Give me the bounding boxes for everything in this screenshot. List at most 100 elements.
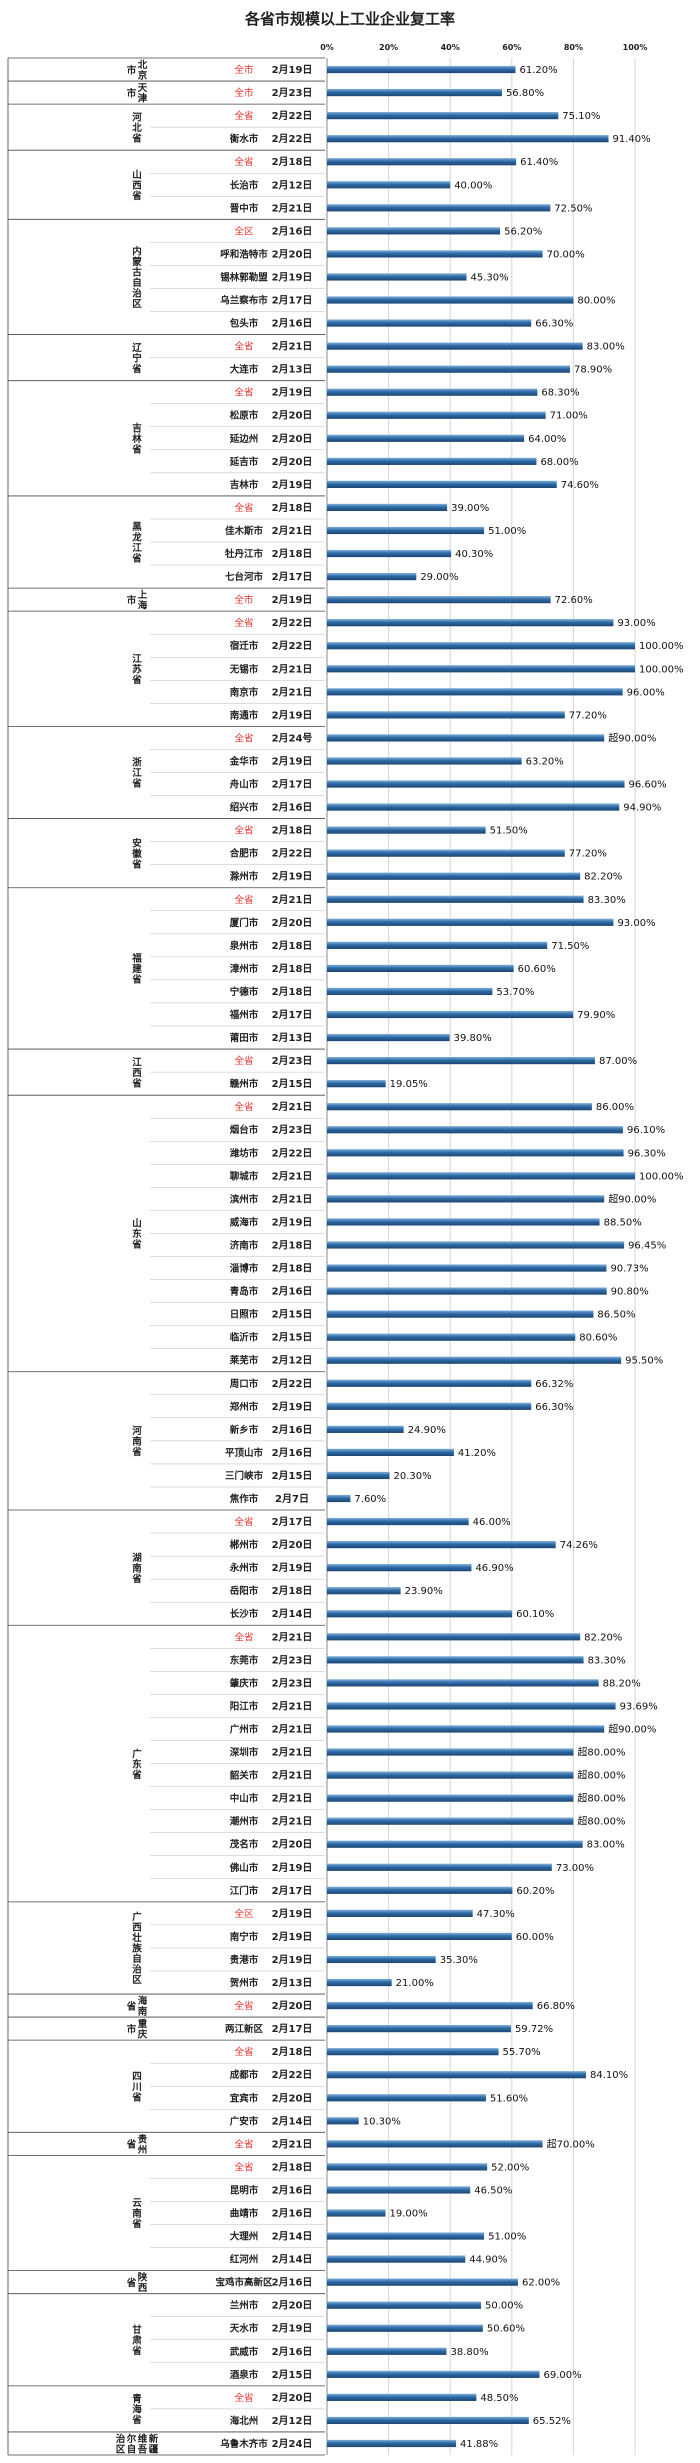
bar [327, 2232, 485, 2240]
bar [327, 434, 525, 442]
province-char: 疆 [149, 2443, 159, 2455]
city-label: 泉州市 [229, 940, 259, 952]
value-label: 61.20% [519, 65, 557, 76]
province-char: 南 [132, 1562, 142, 1574]
value-label: 77.20% [569, 710, 607, 721]
city-label: 松原市 [230, 410, 259, 422]
value-label: 46.00% [473, 1517, 511, 1528]
province-char: 省 [131, 858, 142, 870]
province-char: 省 [131, 1446, 142, 1458]
bar [327, 2209, 386, 2217]
bar [327, 941, 548, 949]
value-label: 69.00% [544, 2370, 582, 2381]
bar [327, 181, 451, 189]
province-char: 山 [132, 169, 142, 181]
bar [327, 1033, 450, 1042]
bar [327, 2094, 486, 2102]
date-label: 2月16日 [272, 318, 313, 330]
province-char: 市 [127, 594, 137, 606]
value-label: 超80.00% [577, 1769, 625, 1782]
province-label: 河南省 [131, 1425, 142, 1458]
value-label: 82.20% [584, 872, 622, 883]
city-label: 广安市 [230, 2115, 259, 2127]
date-label: 2月17日 [272, 1885, 313, 1897]
value-label: 96.10% [627, 1125, 665, 1136]
province-char: 西 [132, 181, 142, 192]
city-label: 全省 [234, 732, 253, 744]
city-label: 全区 [234, 225, 254, 237]
province-label: 浙江省 [131, 757, 142, 790]
city-label: 莱芜市 [229, 1355, 259, 1367]
city-label: 佛山市 [229, 1862, 259, 1874]
value-label: 38.80% [451, 2347, 489, 2358]
province-char: 尔 [126, 2433, 137, 2445]
bar [327, 2186, 471, 2194]
bar [327, 2117, 359, 2125]
value-label: 超80.00% [577, 1792, 625, 1805]
date-label: 2月21日 [272, 1193, 313, 1205]
value-label: 29.00% [420, 572, 458, 583]
value-label: 82.20% [584, 1632, 622, 1643]
x-tick-label: 60% [502, 43, 521, 52]
bar [327, 1080, 386, 1088]
bar [327, 1471, 390, 1480]
city-label: 全省 [234, 2161, 253, 2173]
province-label: 海南省 [126, 1995, 148, 2018]
value-label: 62.00% [522, 2278, 560, 2289]
province-char: 省 [131, 674, 142, 686]
date-label: 2月7日 [275, 1493, 309, 1505]
city-label: 绍兴市 [230, 802, 259, 814]
value-label: 超90.00% [608, 1722, 656, 1735]
bar [327, 1056, 595, 1065]
city-label: 延边州 [229, 433, 259, 445]
date-label: 2月19日 [272, 271, 313, 283]
province-char: 新 [149, 2433, 159, 2445]
value-label: 19.05% [390, 1079, 428, 1090]
x-tick-label: 80% [564, 43, 583, 52]
province-char: 省 [131, 2091, 142, 2103]
city-label: 厦门市 [230, 917, 259, 929]
city-label: 新乡市 [230, 1424, 259, 1436]
date-label: 2月15日 [272, 1470, 313, 1482]
value-label: 66.80% [537, 2001, 575, 2012]
value-label: 55.70% [503, 2047, 541, 2058]
value-label: 100.00% [639, 641, 684, 652]
date-label: 2月18日 [272, 825, 313, 837]
province-char: 陕 [138, 2272, 148, 2284]
value-label: 59.72% [515, 2024, 553, 2035]
province-char: 河 [132, 111, 142, 123]
value-label: 35.30% [440, 1955, 478, 1966]
province-char: 川 [131, 2082, 142, 2093]
city-label: 广州市 [230, 1723, 259, 1735]
bar [327, 1794, 574, 1802]
bar [327, 895, 584, 903]
city-label: 周口市 [230, 1378, 259, 1390]
bar [327, 1379, 532, 1387]
bar [327, 204, 551, 212]
city-label: 全省 [234, 341, 253, 353]
value-label: 超80.00% [577, 1746, 625, 1759]
city-label: 聊城市 [230, 1170, 259, 1182]
value-label: 40.00% [454, 180, 492, 191]
date-label: 2月13日 [272, 364, 313, 376]
bar [327, 2025, 511, 2033]
bar [327, 342, 583, 350]
bar [327, 688, 623, 696]
bar [327, 2370, 540, 2378]
value-label: 86.50% [597, 1310, 635, 1321]
bar [327, 1402, 532, 1410]
date-label: 2月19日 [272, 1401, 313, 1413]
city-label: 锡林郭勒盟 [220, 271, 268, 283]
date-label: 2月18日 [272, 2161, 313, 2173]
province-char: 省 [126, 2000, 137, 2012]
value-label: 52.00% [491, 2162, 529, 2173]
city-label: 红河州 [230, 2254, 259, 2266]
province-char: 贵 [138, 2133, 148, 2145]
province-char: 浙 [132, 757, 142, 769]
city-label: 全市 [234, 64, 254, 76]
province-char: 市 [127, 64, 137, 76]
